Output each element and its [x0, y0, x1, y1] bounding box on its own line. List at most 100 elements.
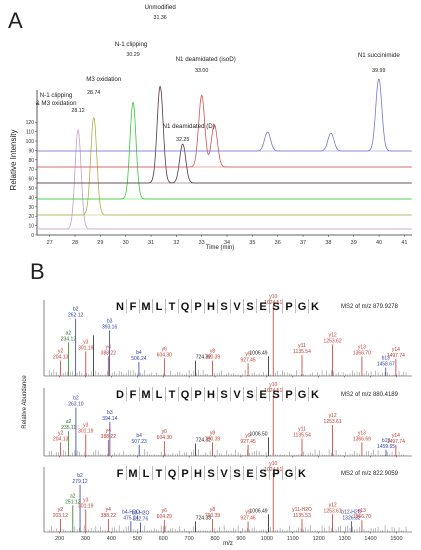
chromatogram-y-tick-label: 50	[28, 186, 34, 192]
spectrum-ion-label: b3	[107, 410, 113, 416]
chromatogram-peak-rt: 28.74	[87, 90, 100, 96]
chromatogram-x-tick-label: 29	[97, 240, 103, 246]
spectrum-mz-label: 279.12	[72, 479, 88, 485]
peptide-residue: E	[259, 389, 266, 401]
spectrum-ion-label: y2	[58, 507, 64, 513]
spectrum-mz-label: 1366.70	[353, 350, 371, 356]
spectrum-x-tick-label: 500	[133, 536, 142, 542]
peptide-residue: G	[298, 301, 307, 313]
spectrum-ion-label: y3	[83, 340, 89, 346]
peptide-residue: P	[285, 389, 292, 401]
spectrum-mz-label: 1366.70	[353, 514, 371, 520]
chromatogram-x-axis-label: Time (min)	[206, 245, 234, 251]
chromatogram-peak-label: & M3 oxidation	[36, 100, 77, 107]
peptide-residue: P	[272, 468, 279, 480]
spectrum-ion-label: y8	[210, 349, 216, 355]
peptide-residue: S	[220, 301, 227, 313]
spectrum-ion-label: y11-H2O	[292, 507, 312, 513]
spectrum-ion-label: y4	[106, 344, 112, 350]
spectrum-mz-label: 204.13	[53, 355, 69, 361]
chromatogram-trace	[37, 102, 412, 200]
peptide-residue: T	[169, 301, 176, 313]
spectrum-x-tick-label: 900	[236, 536, 245, 542]
peptide-residue: K	[298, 468, 306, 480]
spectrum-ion-label: y3	[83, 422, 89, 428]
spectrum-mz-label: 475.24	[123, 515, 139, 521]
chromatogram-y-tick-label: 30	[28, 205, 34, 211]
chromatogram-y-tick-label: 90	[28, 148, 34, 154]
spectrum-ion-label: b2	[73, 307, 79, 313]
chromatogram-peak-rt: 30.29	[126, 52, 139, 58]
chromatogram-x-tick-label: 27	[47, 240, 53, 246]
peptide-residue: E	[259, 301, 266, 313]
spectrum-ion-label: y12	[329, 333, 337, 339]
chromatogram-chart: 0 10 20 30 40 50 60 70 80 90 100 110 120 27 28 29 30 31 32…	[26, 4, 412, 246]
spectrum-mz-label: 604.29	[157, 514, 173, 520]
spectrum-mz-label: 790.39	[205, 355, 221, 361]
spectrum-mz-label: 1135.54	[293, 349, 311, 355]
peptide-residue: S	[246, 389, 253, 401]
chromatogram-x-tick-label: 36	[275, 240, 281, 246]
spectrum-mz-label: 203.12	[53, 513, 69, 519]
spectrum-ion-label: y9	[245, 509, 251, 515]
peptide-residue: Q	[168, 468, 177, 480]
spectrum-ion-label: y12	[329, 502, 337, 508]
spectrum-ion-label: b2	[73, 396, 79, 402]
spectrum-mz-label: 388.22	[101, 350, 117, 356]
chromatogram-trace	[37, 85, 412, 184]
chromatogram-peak-label: Unmodified	[144, 4, 176, 11]
peptide-residue: V	[233, 389, 241, 401]
peptide-residue: N	[116, 301, 124, 313]
spectrum-ion-label: y14	[392, 347, 400, 353]
spectrum-ion-label: y13	[358, 344, 366, 350]
spectrum-mz-label: 394.14	[102, 416, 118, 422]
chromatogram-y-tick-label: 110	[26, 130, 34, 136]
chromatogram-x-tick-label: 34	[224, 240, 230, 246]
spectrum-ion-label: y10	[269, 461, 277, 467]
spectrum-mz-label: 235.11	[61, 425, 76, 431]
peptide-residue: S	[207, 468, 214, 480]
spectrum-ion-label: b4	[136, 433, 142, 439]
peptide-residue: E	[246, 468, 253, 480]
spectrum-ion-label: b9-H2O	[132, 511, 150, 517]
ms2-spectra-chart: y2204.13a2234.12b2262.12y3301.19b3393.16…	[43, 294, 412, 542]
spectrum-mz-label: 1135.54	[293, 433, 311, 439]
spectrum-ion-label: b12-H2O	[341, 509, 361, 515]
peptide-residue: S	[233, 468, 240, 480]
chromatogram-trace	[37, 129, 412, 230]
peptide-residue: S	[272, 389, 279, 401]
chromatogram-y-tick-label: 0	[31, 233, 34, 239]
spectrum-mz-label: 512.76	[133, 517, 149, 523]
peptide-residue: L	[143, 468, 150, 480]
spectrum-x-tick-label: 1200	[313, 536, 325, 542]
spectrum-ion-label: y4	[106, 428, 112, 434]
spectrum-ion-label: y13	[358, 430, 366, 436]
panel-b-label: B	[30, 259, 45, 284]
spectrum-mz-label: 1006.50	[250, 431, 268, 437]
spectrum-mz-label: 724.32	[196, 355, 212, 361]
chromatogram-trace	[37, 94, 412, 168]
peptide-residue: S	[272, 301, 279, 313]
chromatogram-y-tick-label: 20	[28, 214, 34, 220]
peptide-residue: S	[246, 301, 253, 313]
spectrum-mz-label: 927.46	[240, 515, 256, 521]
peptide-residue: H	[207, 389, 215, 401]
spectrum-ion-label: a2	[66, 419, 72, 425]
peptide-residue: F	[130, 389, 137, 401]
peptide-residue: G	[285, 468, 294, 480]
chromatogram-peak-rt: 31.36	[154, 15, 167, 21]
spectrum-mz-label: 604.30	[157, 353, 173, 359]
spectrum-ion-label: y8	[210, 507, 216, 513]
spectrum-ion-label: y11	[298, 427, 306, 433]
spectrum-precursor-title: MS2 of m/z 879.9278	[341, 304, 399, 310]
spectrum-x-tick-label: 1500	[390, 536, 402, 542]
peptide-residue: V	[233, 301, 241, 313]
spectrum-ion-label: y11	[298, 343, 306, 349]
peptide-residue: P	[194, 389, 201, 401]
spectrum-mz-label: 1366.69	[353, 436, 371, 442]
spectrum-mz-label: 234.12	[61, 336, 77, 342]
